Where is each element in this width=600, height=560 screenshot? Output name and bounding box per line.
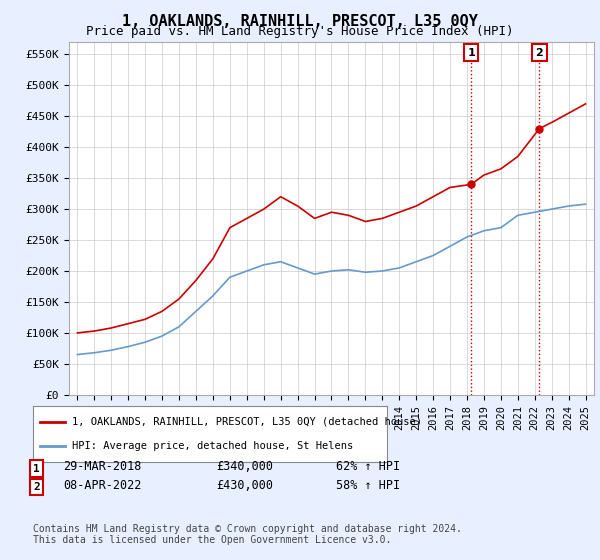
Text: 2: 2 <box>33 482 40 492</box>
Text: 29-MAR-2018: 29-MAR-2018 <box>63 460 142 473</box>
Text: Price paid vs. HM Land Registry's House Price Index (HPI): Price paid vs. HM Land Registry's House … <box>86 25 514 38</box>
Text: £340,000: £340,000 <box>216 460 273 473</box>
Text: 1, OAKLANDS, RAINHILL, PRESCOT, L35 0QY (detached house): 1, OAKLANDS, RAINHILL, PRESCOT, L35 0QY … <box>72 417 422 427</box>
Text: 08-APR-2022: 08-APR-2022 <box>63 479 142 492</box>
Text: 1, OAKLANDS, RAINHILL, PRESCOT, L35 0QY: 1, OAKLANDS, RAINHILL, PRESCOT, L35 0QY <box>122 14 478 29</box>
Text: 62% ↑ HPI: 62% ↑ HPI <box>336 460 400 473</box>
Text: 58% ↑ HPI: 58% ↑ HPI <box>336 479 400 492</box>
Text: £430,000: £430,000 <box>216 479 273 492</box>
Text: Contains HM Land Registry data © Crown copyright and database right 2024.
This d: Contains HM Land Registry data © Crown c… <box>33 524 462 545</box>
Text: HPI: Average price, detached house, St Helens: HPI: Average price, detached house, St H… <box>72 441 353 451</box>
Text: 2: 2 <box>535 48 543 58</box>
Text: 1: 1 <box>467 48 475 58</box>
Text: 1: 1 <box>33 464 40 474</box>
